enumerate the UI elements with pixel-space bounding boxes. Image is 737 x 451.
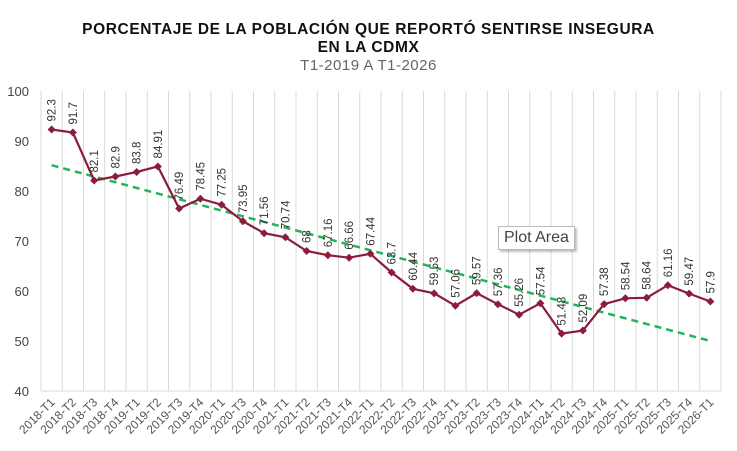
data-label: 60.44 xyxy=(408,251,420,280)
data-point-marker xyxy=(90,176,99,185)
data-label: 61.16 xyxy=(663,248,675,277)
data-label: 67.44 xyxy=(365,216,377,245)
data-label: 59.57 xyxy=(472,256,484,285)
data-point-marker xyxy=(68,128,77,137)
data-point-marker xyxy=(111,172,120,181)
chart-title-line-1: PORCENTAJE DE LA POBLACIÓN QUE REPORTÓ S… xyxy=(82,21,655,38)
data-label: 92.3 xyxy=(47,99,59,121)
y-tick-label: 80 xyxy=(15,184,29,199)
data-point-marker xyxy=(175,204,184,213)
data-point-marker xyxy=(706,297,715,306)
data-point-marker xyxy=(281,233,290,242)
data-label: 59.47 xyxy=(684,257,696,286)
data-label: 91.7 xyxy=(68,102,80,124)
data-label: 68 xyxy=(302,230,314,243)
data-point-marker xyxy=(621,294,630,303)
data-point-marker xyxy=(515,310,524,319)
data-label: 83.8 xyxy=(132,142,144,164)
data-label: 82.1 xyxy=(89,150,101,172)
y-tick-label: 100 xyxy=(7,84,29,99)
data-point-marker xyxy=(451,301,460,310)
data-point-marker xyxy=(153,162,162,171)
data-point-marker xyxy=(366,249,375,258)
data-label: 51.48 xyxy=(557,297,569,326)
data-label: 57.38 xyxy=(599,267,611,296)
data-point-marker xyxy=(685,289,694,298)
chart-title-line-2: EN LA CDMX xyxy=(317,39,420,56)
data-label: 59.53 xyxy=(429,257,441,286)
data-point-marker xyxy=(260,229,269,238)
data-point-marker xyxy=(345,253,354,262)
data-point-marker xyxy=(196,194,205,203)
data-point-marker xyxy=(132,168,141,176)
data-point-marker xyxy=(387,268,396,277)
linear-trendline xyxy=(51,164,711,343)
data-label: 57.9 xyxy=(705,271,717,293)
data-point-marker xyxy=(408,284,417,293)
data-label: 70.74 xyxy=(280,200,292,229)
data-label: 57.54 xyxy=(535,266,547,295)
data-label: 84.91 xyxy=(153,130,165,159)
data-point-marker xyxy=(642,293,651,302)
data-label: 63.7 xyxy=(387,242,399,264)
data-label: 82.9 xyxy=(110,146,122,168)
y-tick-label: 40 xyxy=(15,384,29,399)
y-tick-label: 50 xyxy=(15,334,29,349)
data-label: 52.09 xyxy=(578,294,590,323)
data-point-marker xyxy=(493,300,502,309)
data-label: 67.16 xyxy=(323,218,335,247)
data-label: 76.49 xyxy=(174,172,186,201)
chart-subtitle: T1-2019 A T1-2026 xyxy=(300,57,437,74)
y-tick-label: 70 xyxy=(15,234,29,249)
series-line xyxy=(51,128,711,335)
data-label: 77.25 xyxy=(217,168,229,197)
data-label: 71.56 xyxy=(259,196,271,225)
data-point-marker xyxy=(472,289,481,298)
data-point-marker xyxy=(430,289,439,298)
data-point-marker xyxy=(663,281,672,290)
y-tick-label: 90 xyxy=(15,134,29,149)
data-point-marker xyxy=(302,247,311,255)
plot-area-tooltip: Plot Area xyxy=(498,226,575,250)
data-label: 78.45 xyxy=(195,162,207,191)
data-label: 57.36 xyxy=(493,267,505,296)
data-point-marker xyxy=(47,125,56,134)
data-point-marker xyxy=(600,300,609,309)
data-label: 58.54 xyxy=(620,261,632,290)
data-point-marker xyxy=(536,299,545,308)
y-tick-label: 60 xyxy=(15,284,29,299)
data-label: 73.95 xyxy=(238,184,250,213)
data-point-marker xyxy=(323,251,332,260)
data-point-marker xyxy=(217,200,226,209)
data-label: 58.64 xyxy=(642,260,654,289)
data-point-marker xyxy=(238,217,247,226)
data-label: 66.66 xyxy=(344,221,356,250)
data-label: 55.26 xyxy=(514,278,526,307)
data-point-marker xyxy=(557,329,566,338)
data-point-marker xyxy=(578,326,587,335)
data-label: 57.06 xyxy=(450,269,462,298)
